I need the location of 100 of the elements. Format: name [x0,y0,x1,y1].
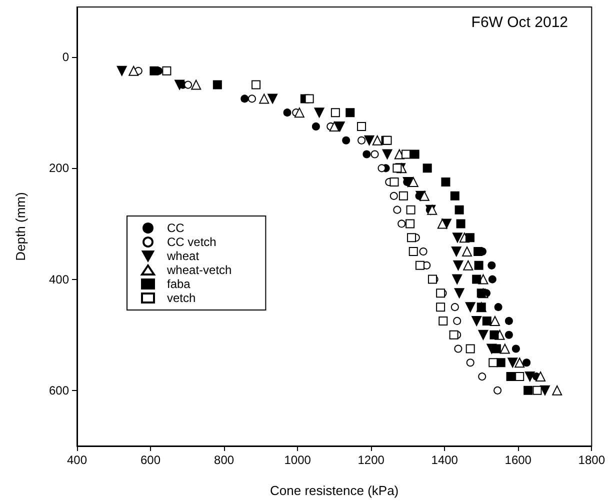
point [422,164,432,173]
point [465,302,476,312]
point [441,178,450,187]
point [506,372,516,382]
y-axis-title: Depth (mm) [13,192,28,261]
point [410,150,420,159]
point [466,344,475,354]
point [419,190,430,201]
point [465,233,474,242]
point [346,108,355,118]
point [500,344,510,354]
point [312,122,320,130]
point [174,80,185,90]
point [294,108,304,118]
point [372,135,382,146]
point [524,386,533,395]
point [512,344,520,353]
x-tick-label: 1400 [431,453,458,467]
point [330,108,340,118]
point [453,316,462,325]
x-tick-label: 600 [140,453,161,467]
legend-label: CC [167,221,185,235]
y-tick-label: 200 [48,161,70,176]
point [524,372,535,382]
legend-label: CC vetch [167,235,216,249]
point [472,316,482,326]
point [398,191,408,200]
point [449,330,458,340]
point [268,94,278,104]
point [462,246,472,257]
point [407,233,416,242]
x-axis-title: Cone resistence (kPa) [270,483,399,498]
point [453,260,464,270]
point [362,150,371,158]
point [419,248,428,256]
point [540,385,550,396]
point [415,260,424,270]
point [488,275,496,284]
point [370,150,379,158]
point [454,344,462,353]
x-tick-label: 400 [66,453,88,467]
point [552,385,562,396]
x-tick-label: 1000 [284,453,312,467]
point [482,316,492,326]
point [314,108,324,118]
x-tick-label: 1600 [504,453,532,467]
point [212,80,222,90]
point [451,246,462,257]
point [382,149,392,160]
point [514,358,525,368]
point [390,192,398,200]
x-tick-label: 800 [214,453,234,467]
y-tick-label: 600 [48,383,70,398]
point [283,108,292,117]
point [191,80,202,90]
point [406,205,416,214]
point [472,274,482,284]
point [532,386,542,395]
x-tick-label: 1200 [358,453,385,467]
point [476,288,486,298]
point [259,94,270,104]
y-tick-label: 400 [48,272,70,286]
point [329,121,340,132]
point [494,386,502,394]
point [334,121,345,132]
point [504,330,513,339]
point [406,219,415,228]
point [504,316,513,325]
point [522,358,531,367]
point [450,303,459,312]
point [398,220,406,228]
point [474,247,483,256]
point [466,358,474,367]
legend-label: wheat [166,249,200,263]
point [492,344,501,354]
x-tick-label: 1800 [578,453,606,467]
point [378,164,386,172]
point [437,218,448,229]
chart-title: F6W Oct 2012 [471,14,568,31]
point [490,316,500,326]
point [496,358,506,368]
point [494,303,502,312]
point [478,372,486,381]
point [364,135,374,146]
point [508,358,518,368]
point [304,94,314,104]
point [452,232,462,243]
point [452,274,462,284]
point [248,94,256,103]
point [390,178,399,187]
point [240,94,249,103]
point [536,372,546,382]
point [450,191,460,200]
point [436,288,446,298]
point [184,80,192,89]
point [488,261,496,270]
point [463,260,474,270]
point [488,358,498,368]
point [436,302,446,312]
point [408,177,418,188]
